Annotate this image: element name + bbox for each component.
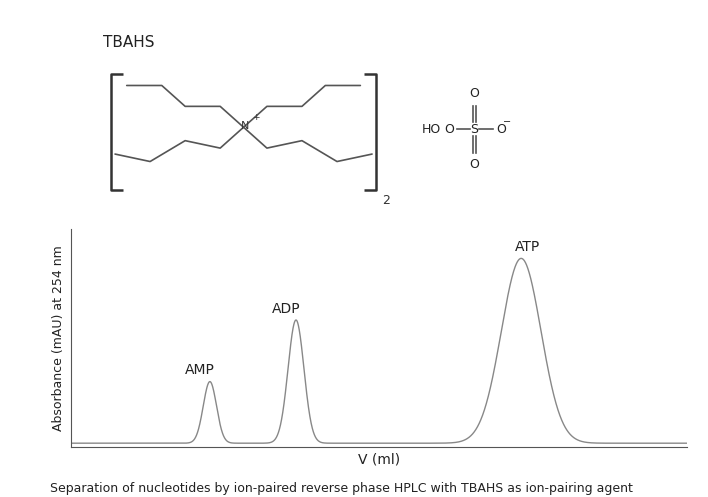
- Text: O: O: [469, 159, 479, 171]
- Text: TBAHS: TBAHS: [103, 35, 155, 50]
- Text: +: +: [252, 113, 260, 122]
- Text: AMP: AMP: [185, 363, 215, 378]
- Text: HO: HO: [422, 123, 442, 136]
- Text: O: O: [445, 123, 455, 136]
- Text: O: O: [497, 123, 506, 136]
- Text: O: O: [469, 87, 479, 100]
- Text: 2: 2: [382, 194, 389, 207]
- Text: ATP: ATP: [515, 240, 540, 254]
- Y-axis label: Absorbance (mAU) at 254 nm: Absorbance (mAU) at 254 nm: [52, 245, 65, 431]
- X-axis label: V (ml): V (ml): [358, 453, 400, 467]
- Text: S: S: [470, 123, 479, 136]
- Text: N: N: [241, 121, 250, 131]
- Text: ADP: ADP: [272, 302, 300, 316]
- Text: Separation of nucleotides by ion-paired reverse phase HPLC with TBAHS as ion-pai: Separation of nucleotides by ion-paired …: [50, 482, 632, 495]
- Text: −: −: [503, 117, 511, 127]
